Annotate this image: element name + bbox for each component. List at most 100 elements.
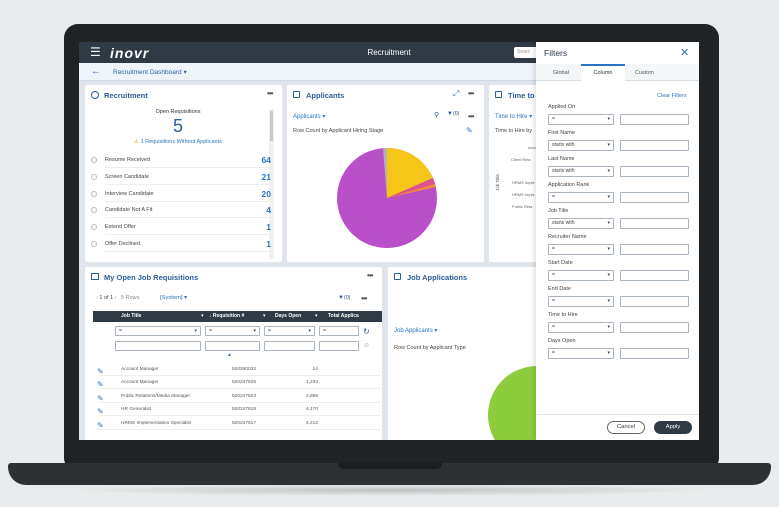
filter-operator-select[interactable]: starts with ▾ bbox=[548, 166, 614, 177]
table-row[interactable]: ✎ HR Generalist 520247618 4,170 bbox=[97, 403, 380, 417]
applicants-dropdown[interactable]: Applicants ▾ bbox=[293, 114, 326, 120]
table-more-icon[interactable]: ••• bbox=[361, 294, 367, 303]
stat-row[interactable]: Screen Candidate 21 bbox=[91, 171, 271, 185]
search-icon[interactable]: ⚲ bbox=[434, 112, 440, 119]
applicants-more-icon[interactable]: ••• bbox=[468, 89, 474, 98]
job-req-more-icon[interactable]: ••• bbox=[367, 271, 373, 280]
cell-days-open: 2,896 bbox=[305, 393, 318, 399]
stat-value[interactable]: 4 bbox=[266, 205, 271, 216]
filter-count: (0) bbox=[452, 111, 460, 117]
job-apps-dropdown[interactable]: Job Applicants ▾ bbox=[394, 328, 438, 334]
edit-icon[interactable]: ✎ bbox=[466, 126, 473, 135]
filter-operator-select[interactable]: = ▾ bbox=[548, 114, 614, 125]
stat-row[interactable]: Extend Offer 1 bbox=[91, 222, 271, 236]
filter-value-input[interactable] bbox=[620, 140, 689, 151]
filter-value-input[interactable] bbox=[620, 296, 689, 307]
next-page-icon[interactable]: › bbox=[114, 295, 117, 301]
close-icon[interactable]: ✕ bbox=[680, 47, 690, 59]
filter-value-input[interactable] bbox=[620, 244, 689, 255]
recruitment-scrollbar[interactable] bbox=[269, 109, 274, 259]
dashboard-selector[interactable]: Recruitment Dashboard ▾ bbox=[113, 69, 187, 76]
stat-row[interactable]: Candidate Not A Fit 4 bbox=[91, 205, 271, 219]
filter-operator-select[interactable]: = ▾ bbox=[548, 192, 614, 203]
edit-row-icon[interactable]: ✎ bbox=[97, 407, 104, 417]
refresh-icon[interactable]: ↻ bbox=[363, 327, 370, 336]
pie-slice-type-a[interactable] bbox=[488, 366, 542, 440]
filter-value-input[interactable] bbox=[620, 192, 689, 203]
days-filter-input[interactable] bbox=[264, 341, 315, 351]
table-row[interactable]: ✎ Public Relations/Media Manager 520247623… bbox=[97, 390, 380, 403]
filter-value-input[interactable] bbox=[620, 218, 689, 229]
stat-row[interactable]: Resume Received 64 bbox=[91, 155, 271, 168]
filter-value-input[interactable] bbox=[620, 270, 689, 281]
clear-filters-link[interactable]: Clear Filters bbox=[657, 93, 687, 99]
filter-value-input[interactable] bbox=[620, 114, 689, 125]
filter-operator-select[interactable]: starts with ▾ bbox=[548, 218, 614, 229]
back-arrow-icon[interactable]: ← bbox=[91, 66, 101, 77]
total-filter-input[interactable] bbox=[319, 341, 359, 351]
prev-page-icon[interactable]: ‹ bbox=[96, 295, 98, 301]
col-days-open[interactable]: Days Open bbox=[275, 313, 302, 319]
filter-value-input[interactable] bbox=[620, 348, 689, 359]
warning-link[interactable]: 1 Requisitions Without Applicants bbox=[140, 139, 222, 145]
stat-value[interactable]: 21 bbox=[261, 171, 271, 182]
table-row[interactable]: ✎ Account Manager 520260032 14 bbox=[97, 363, 380, 376]
filter-operator-select[interactable]: = ▾ bbox=[548, 270, 614, 281]
tab-column[interactable]: Column bbox=[581, 64, 625, 81]
filter-icon[interactable]: ▼(0) bbox=[447, 111, 460, 117]
filter-operator-select[interactable]: starts with ▾ bbox=[548, 140, 614, 151]
col-requisition[interactable]: ↓ Requisition # bbox=[209, 313, 245, 319]
laptop-base bbox=[8, 463, 771, 485]
table-filter-icon[interactable]: ▼(0) bbox=[338, 295, 351, 301]
expand-icon[interactable]: ⤢ bbox=[453, 89, 460, 98]
filter-operator-select[interactable]: = ▾ bbox=[548, 296, 614, 307]
edit-row-icon[interactable]: ✎ bbox=[97, 420, 104, 430]
edit-row-icon[interactable]: ✎ bbox=[97, 367, 104, 376]
filter-field-label: End Date bbox=[548, 286, 571, 292]
col-menu-icon[interactable]: ▾ bbox=[315, 313, 318, 319]
filter-value-input[interactable] bbox=[620, 166, 689, 177]
menu-icon[interactable]: ☰ bbox=[90, 45, 101, 59]
table-row[interactable]: ✎ Account Manager 520247625 1,233 bbox=[97, 376, 380, 390]
total-op[interactable]: = bbox=[319, 326, 359, 336]
stat-value[interactable]: 64 bbox=[261, 155, 271, 165]
tab-custom[interactable]: Custom bbox=[635, 70, 654, 76]
stat-value[interactable]: 1 bbox=[266, 222, 271, 233]
col-total-applicants[interactable]: Total Applica bbox=[328, 313, 359, 319]
cancel-button[interactable]: Cancel bbox=[607, 421, 645, 434]
job-title-op[interactable]: = ▾ bbox=[115, 326, 201, 336]
filter-operator-select[interactable]: = ▾ bbox=[548, 244, 614, 255]
pie-slice-stage-b[interactable] bbox=[387, 147, 433, 198]
pie-slice-stage-d[interactable] bbox=[387, 184, 436, 198]
filter-value-input[interactable] bbox=[620, 322, 689, 333]
stat-row[interactable]: Offer Declined 1 bbox=[91, 239, 271, 252]
job-title-filter-input[interactable] bbox=[115, 341, 201, 351]
tab-global[interactable]: Global bbox=[553, 70, 569, 76]
recruitment-card: Recruitment ••• Open Requisitions 5 ⚠ 1 … bbox=[85, 85, 282, 262]
days-op[interactable]: = ▾ bbox=[264, 326, 315, 336]
edit-row-icon[interactable]: ✎ bbox=[97, 380, 104, 390]
col-menu-icon[interactable]: ▾ bbox=[263, 313, 266, 319]
apply-button[interactable]: Apply bbox=[654, 421, 692, 434]
col-job-title[interactable]: Job Title bbox=[121, 313, 142, 319]
filter-operator-select[interactable]: = ▾ bbox=[548, 322, 614, 333]
job-req-title: My Open Job Requisitions bbox=[104, 273, 199, 282]
table-row[interactable]: ✎ HRMS Implementation Specialist 520247617… bbox=[97, 417, 380, 430]
filter-operator-select[interactable]: = ▾ bbox=[548, 348, 614, 359]
recruitment-more-icon[interactable]: ••• bbox=[267, 89, 273, 98]
search-input[interactable]: Searc bbox=[514, 47, 544, 58]
stat-row[interactable]: Interview Candidate 20 bbox=[91, 188, 271, 202]
applicants-toolbar-more-icon[interactable]: ••• bbox=[468, 112, 474, 121]
req-op[interactable]: = ▾ bbox=[205, 326, 260, 336]
view-selector[interactable]: [System] ▾ bbox=[160, 295, 188, 301]
stat-value[interactable]: 1 bbox=[266, 239, 271, 249]
col-menu-icon[interactable]: ▾ bbox=[201, 313, 204, 319]
pie-slice-stage-c[interactable] bbox=[387, 178, 435, 198]
req-filter-input[interactable] bbox=[205, 341, 260, 351]
stat-value[interactable]: 20 bbox=[261, 188, 271, 199]
pie-slice-stage-e[interactable] bbox=[383, 147, 387, 198]
edit-row-icon[interactable]: ✎ bbox=[97, 393, 104, 403]
clear-icon[interactable]: ⊘ bbox=[364, 343, 370, 349]
time-to-hire-dropdown[interactable]: Time to Hire ▾ bbox=[495, 114, 533, 120]
open-req-value[interactable]: 5 bbox=[172, 116, 183, 136]
